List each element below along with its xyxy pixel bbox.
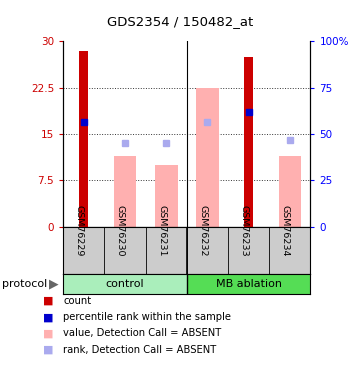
Bar (244, 57, 253, 227)
Text: MB ablation: MB ablation (216, 279, 282, 289)
Text: ▶: ▶ (49, 278, 58, 291)
Text: ■: ■ (43, 296, 54, 306)
Bar (79, 51, 88, 227)
Text: protocol: protocol (2, 279, 47, 289)
Bar (279, 156, 301, 227)
Text: ■: ■ (43, 345, 54, 354)
Text: GSM76230: GSM76230 (116, 205, 125, 257)
Text: GSM76234: GSM76234 (281, 205, 290, 257)
Text: GDS2354 / 150482_at: GDS2354 / 150482_at (107, 15, 254, 28)
Text: ■: ■ (43, 328, 54, 338)
Text: value, Detection Call = ABSENT: value, Detection Call = ABSENT (63, 328, 221, 338)
Bar (187, 274, 331, 294)
Text: control: control (106, 279, 144, 289)
Text: percentile rank within the sample: percentile rank within the sample (63, 312, 231, 322)
Bar (63, 274, 187, 294)
Text: GSM76232: GSM76232 (199, 205, 208, 257)
Bar (155, 165, 178, 227)
Text: GSM76231: GSM76231 (157, 205, 166, 257)
Bar (114, 156, 136, 227)
Text: count: count (63, 296, 91, 306)
Text: ■: ■ (43, 312, 54, 322)
Text: rank, Detection Call = ABSENT: rank, Detection Call = ABSENT (63, 345, 217, 354)
Bar (196, 88, 219, 227)
Text: GSM76233: GSM76233 (240, 205, 249, 257)
Text: GSM76229: GSM76229 (75, 205, 84, 257)
